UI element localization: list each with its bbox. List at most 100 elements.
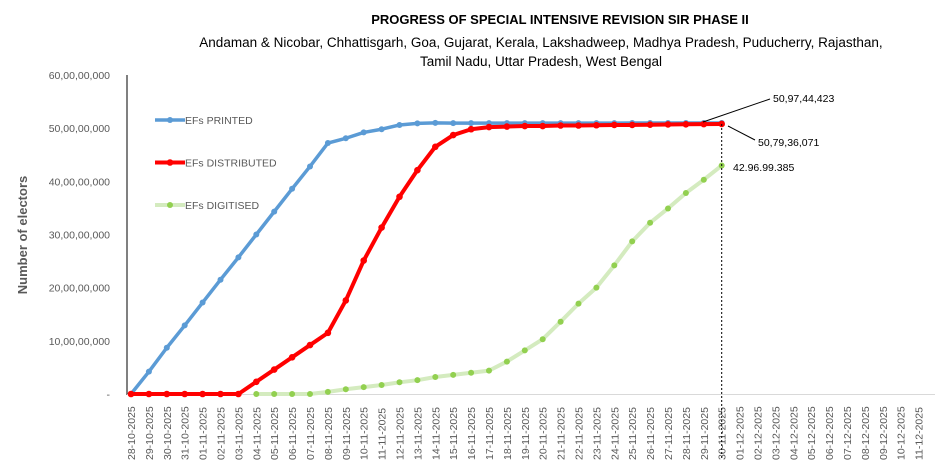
data-point [360, 257, 368, 264]
x-tick-label: 24-11-2025 [609, 407, 621, 460]
x-tick-label: 30-10-2025 [162, 406, 174, 460]
x-tick-label: 28-10-2025 [126, 406, 138, 460]
data-point [665, 205, 671, 212]
chart-subtitle-line-1: Andaman & Nicobar, Chhattisgarh, Goa, Gu… [199, 35, 882, 50]
data-point [539, 336, 546, 343]
x-tick-label: 26-11-2025 [645, 407, 657, 460]
x-tick-label: 28-11-2025 [681, 407, 693, 460]
data-point [664, 121, 672, 128]
x-tick-label: 02-12-2025 [753, 406, 765, 460]
printed-end-label: 50,97,44,423 [773, 93, 834, 105]
y-tick-label: 20,00,00,000 [49, 283, 110, 295]
data-point [342, 386, 349, 393]
data-point [593, 284, 600, 291]
data-point [593, 121, 600, 129]
x-tick-label: 03-12-2025 [770, 406, 782, 460]
x-tick-label: 22-11-2025 [574, 407, 586, 460]
data-point [253, 231, 260, 238]
printed-callout-line [702, 98, 771, 123]
x-tick-label: 17-11-2025 [484, 407, 496, 460]
legend-label: EFs DISTRIBUTED [185, 158, 277, 170]
data-point [700, 176, 707, 183]
data-point [217, 390, 224, 398]
data-point [289, 391, 296, 397]
data-point [360, 384, 367, 391]
data-point [468, 369, 475, 376]
data-point [432, 119, 439, 126]
x-tick-label: 11-11-2025 [377, 408, 389, 460]
legend-label: EFs DIGITISED [185, 200, 260, 212]
data-point [324, 329, 332, 337]
x-tick-label: 14-11-2025 [430, 407, 442, 460]
data-point [450, 120, 457, 127]
data-point [235, 254, 242, 261]
data-point [557, 318, 564, 325]
y-tick-label: 30,00,00,000 [49, 230, 110, 242]
data-point [503, 358, 510, 365]
data-point [306, 341, 314, 349]
data-point [342, 297, 350, 304]
x-tick-label: 10-11-2025 [359, 407, 371, 460]
distributed-end-label: 50,79,36,071 [758, 137, 819, 149]
series-efs-digitised [253, 162, 725, 397]
y-tick-label: 10,00,00,000 [49, 336, 110, 348]
data-point [467, 125, 475, 133]
data-point [414, 166, 421, 174]
data-point [324, 388, 331, 395]
data-point [163, 390, 171, 398]
x-tick-label: 13-11-2025 [412, 407, 424, 460]
data-point [360, 129, 367, 136]
data-point [611, 262, 618, 269]
data-point [307, 391, 313, 397]
data-point [647, 219, 654, 226]
x-tick-label: 23-11-2025 [591, 407, 603, 460]
x-tick-label: 05-11-2025 [269, 407, 281, 460]
x-tick-label: 04-11-2025 [251, 407, 263, 460]
data-point [432, 373, 439, 380]
data-point [289, 185, 296, 192]
data-point [646, 121, 654, 129]
x-tick-label: 25-11-2025 [627, 407, 639, 460]
data-point [342, 135, 349, 142]
data-point [199, 390, 206, 398]
data-point [271, 208, 278, 215]
data-point [252, 378, 260, 386]
data-point [396, 193, 403, 201]
data-point [378, 381, 385, 388]
x-tick-label: 12-11-2025 [395, 407, 407, 460]
x-tick-label: 04-12-2025 [788, 406, 800, 460]
data-point [324, 140, 331, 147]
data-point [575, 300, 582, 307]
x-tick-label: 05-12-2025 [806, 406, 818, 460]
x-tick-label: 06-11-2025 [287, 407, 299, 460]
x-tick-label: 18-11-2025 [502, 407, 514, 460]
x-tick-label: 19-11-2025 [520, 407, 532, 460]
data-point [700, 120, 708, 128]
data-point [288, 354, 296, 361]
data-point [396, 121, 403, 128]
data-point [449, 131, 457, 139]
chart-subtitle-line-2: Tamil Nadu, Uttar Pradesh, West Bengal [420, 54, 662, 69]
data-point [127, 390, 135, 398]
x-tick-label: 27-11-2025 [663, 407, 675, 460]
legend-swatch-marker [167, 117, 173, 123]
x-tick-label: 31-10-2025 [180, 406, 192, 460]
data-point [235, 390, 242, 398]
y-tick-label: 50,00,00,000 [49, 123, 110, 135]
x-tick-label: 10-12-2025 [896, 406, 908, 460]
legend-label: EFs PRINTED [185, 115, 253, 127]
x-tick-label: 08-12-2025 [860, 406, 872, 460]
data-point [682, 120, 690, 128]
x-tick-label: 06-12-2025 [824, 406, 836, 460]
y-tick-label: 60,00,00,000 [49, 70, 110, 82]
x-tick-label: 16-11-2025 [466, 407, 478, 460]
data-point [682, 190, 689, 197]
x-tick-label: 21-11-2025 [556, 407, 568, 460]
data-point [468, 120, 475, 127]
data-point [432, 143, 439, 151]
x-tick-label: 09-12-2025 [878, 406, 890, 460]
data-point [414, 120, 421, 127]
y-axis-label: Number of electors [15, 176, 30, 294]
x-tick-label: 08-11-2025 [323, 407, 335, 460]
